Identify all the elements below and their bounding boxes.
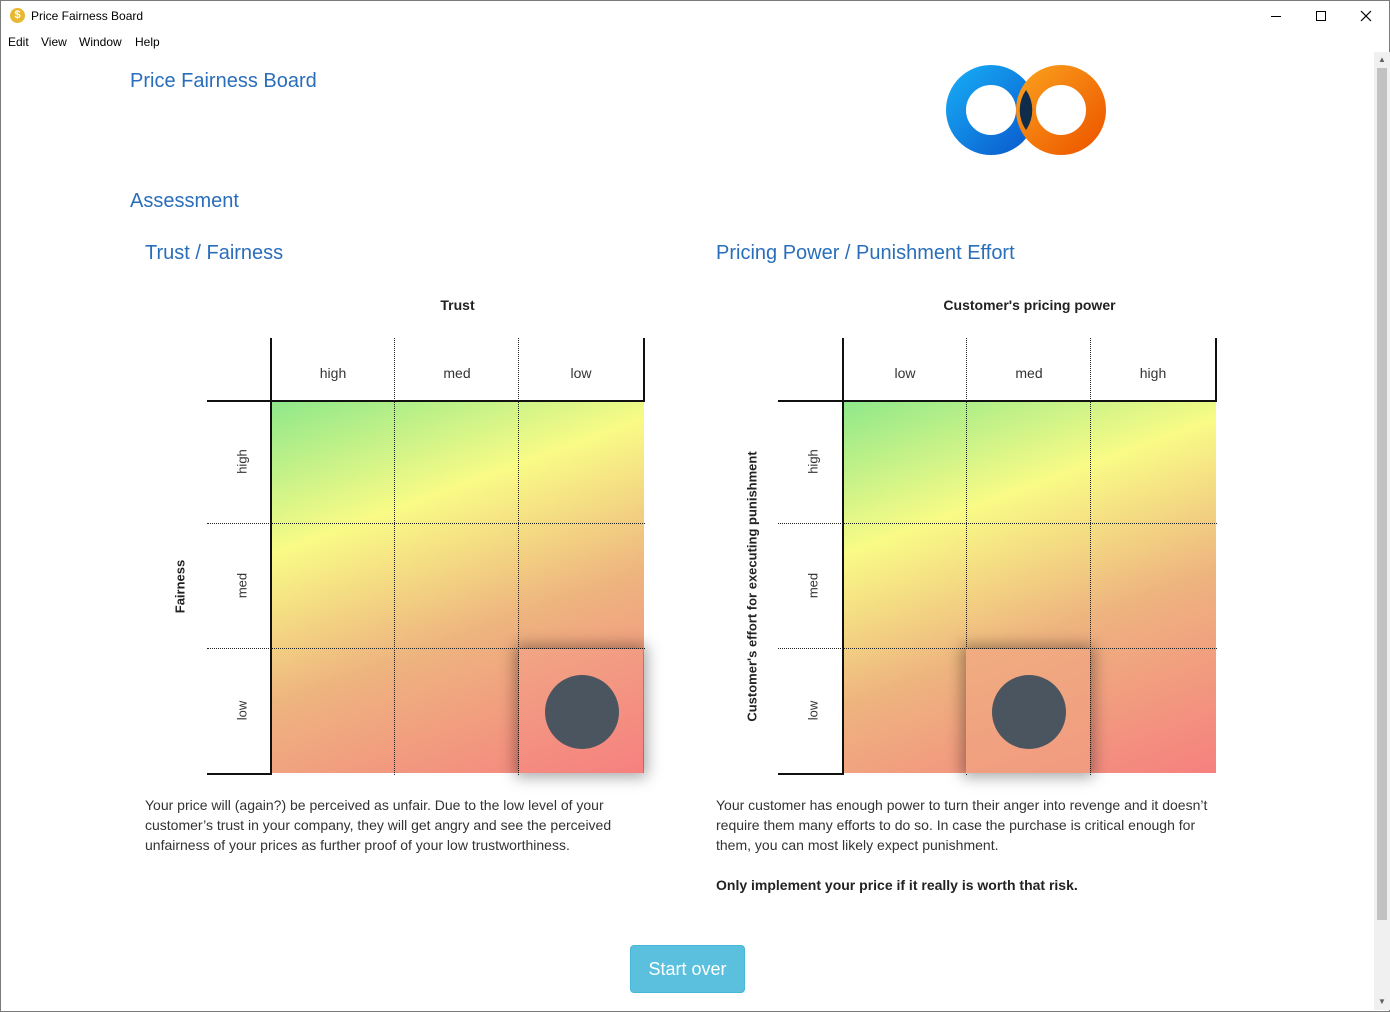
power-col-label: high — [1139, 365, 1167, 381]
close-button[interactable] — [1343, 1, 1389, 31]
scroll-thumb[interactable] — [1377, 68, 1387, 920]
power-grid-bottom-axis — [778, 773, 844, 775]
power-header-right-border — [1215, 338, 1217, 401]
scroll-up-arrow-icon[interactable]: ▲ — [1378, 55, 1386, 64]
power-position-marker — [992, 675, 1066, 749]
trust-row-divider — [207, 648, 271, 649]
start-over-button[interactable]: Start over — [630, 945, 745, 993]
coin-icon: $ — [10, 8, 25, 23]
menu-help[interactable]: Help — [135, 35, 160, 49]
trust-col-divider — [394, 338, 395, 401]
maximize-button[interactable] — [1298, 1, 1344, 31]
power-col-divider — [966, 338, 967, 401]
grid-line — [966, 402, 967, 775]
trust-position-marker — [545, 675, 619, 749]
grid-line — [272, 648, 645, 649]
power-row-divider — [778, 648, 843, 649]
trust-grid-left-axis — [270, 338, 272, 775]
minimize-button[interactable] — [1253, 1, 1299, 31]
trust-panel-heading: Trust / Fairness — [145, 242, 284, 264]
grid-line — [844, 648, 1217, 649]
trust-row-divider — [207, 523, 271, 524]
menu-window[interactable]: Window — [79, 35, 122, 49]
trust-col-label: med — [443, 365, 471, 381]
power-description: Your customer has enough power to turn t… — [716, 797, 1208, 853]
power-row-label: low — [805, 700, 821, 721]
power-grid-top-axis — [778, 400, 1217, 402]
maximize-icon — [1316, 11, 1326, 21]
grid-line — [518, 402, 519, 775]
grid-line — [1090, 402, 1091, 775]
grid-line — [272, 523, 645, 524]
power-col-label: low — [894, 365, 916, 381]
power-row-divider — [778, 523, 843, 524]
grid-line — [844, 523, 1217, 524]
trust-row-label: low — [234, 700, 250, 721]
close-icon — [1360, 10, 1372, 22]
infinity-rings-logo — [946, 65, 1106, 155]
trust-chart-title: Trust — [440, 297, 475, 313]
trust-col-label: low — [570, 365, 592, 381]
title-bar: $ Price Fairness Board — [1, 1, 1389, 31]
power-chart-ylabel: Customer's effort for executing punishme… — [744, 451, 760, 722]
trust-row-label: high — [234, 449, 250, 474]
grid-line — [394, 402, 395, 775]
menu-bar: Edit View Window Help — [1, 31, 1389, 53]
page-title: Price Fairness Board — [130, 70, 317, 92]
power-panel-heading: Pricing Power / Punishment Effort — [716, 242, 1015, 264]
trust-selected-cell[interactable] — [519, 649, 643, 773]
trust-col-label: high — [319, 365, 347, 381]
trust-grid-top-axis — [207, 400, 645, 402]
power-selected-cell[interactable] — [966, 649, 1090, 773]
trust-chart-ylabel: Fairness — [172, 559, 188, 614]
trust-row-label: med — [234, 572, 250, 599]
power-row-label: high — [805, 449, 821, 474]
power-row-label: med — [805, 572, 821, 599]
window-title: Price Fairness Board — [31, 9, 144, 23]
trust-header-right-border — [643, 338, 645, 401]
power-col-label: med — [1015, 365, 1043, 381]
power-grid-left-axis — [842, 338, 844, 775]
trust-description: Your price will (again?) be perceived as… — [145, 797, 612, 853]
menu-view[interactable]: View — [41, 35, 67, 49]
power-emphasis: Only implement your price if it really i… — [716, 877, 1078, 893]
power-col-divider — [1090, 338, 1091, 401]
vertical-scrollbar[interactable]: ▲ ▼ — [1374, 52, 1390, 1010]
scroll-down-arrow-icon[interactable]: ▼ — [1378, 997, 1386, 1006]
minimize-icon — [1271, 16, 1281, 17]
section-title: Assessment — [130, 190, 239, 212]
trust-col-divider — [518, 338, 519, 401]
menu-edit[interactable]: Edit — [8, 35, 29, 49]
trust-grid-bottom-axis — [207, 773, 272, 775]
power-chart-title: Customer's pricing power — [943, 297, 1116, 313]
